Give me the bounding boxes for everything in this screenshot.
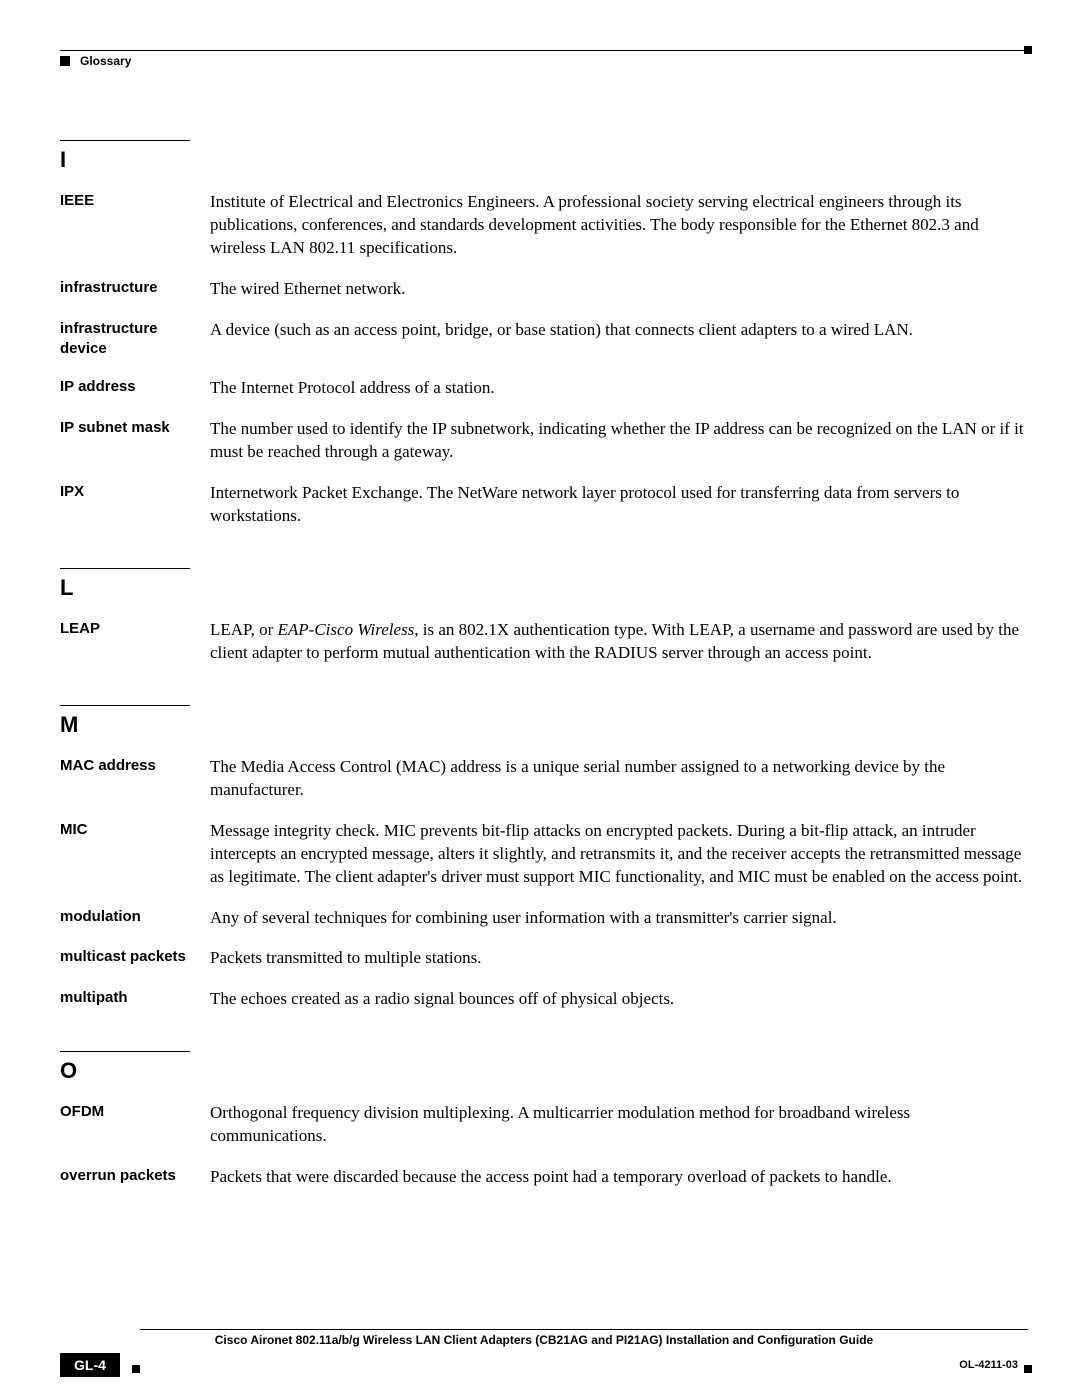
section-letter: I: [60, 147, 1028, 173]
definition: Packets that were discarded because the …: [210, 1166, 1028, 1189]
glossary-entry: OFDM Orthogonal frequency division multi…: [60, 1102, 1028, 1148]
glossary-content: I IEEE Institute of Electrical and Elect…: [60, 140, 1028, 1207]
header-label: Glossary: [80, 54, 131, 68]
section-letter: L: [60, 575, 1028, 601]
footer-bar: GL-4 OL-4211-03: [60, 1353, 1028, 1377]
running-header: Glossary: [60, 54, 131, 68]
glossary-entry: LEAP LEAP, or EAP-Cisco Wireless, is an …: [60, 619, 1028, 665]
term: IEEE: [60, 191, 210, 211]
footer-title: Cisco Aironet 802.11a/b/g Wireless LAN C…: [60, 1330, 1028, 1353]
glossary-entry: multipath The echoes created as a radio …: [60, 988, 1028, 1011]
glossary-entry: IEEE Institute of Electrical and Electro…: [60, 191, 1028, 260]
glossary-entry: infrastructure The wired Ethernet networ…: [60, 278, 1028, 301]
glossary-entry: MIC Message integrity check. MIC prevent…: [60, 820, 1028, 889]
definition: Packets transmitted to multiple stations…: [210, 947, 1028, 970]
definition: Message integrity check. MIC prevents bi…: [210, 820, 1028, 889]
definition: The Internet Protocol address of a stati…: [210, 377, 1028, 400]
section-l: L LEAP LEAP, or EAP-Cisco Wireless, is a…: [60, 568, 1028, 665]
definition: The wired Ethernet network.: [210, 278, 1028, 301]
section-rule: [60, 568, 190, 569]
definition: LEAP, or EAP-Cisco Wireless, is an 802.1…: [210, 619, 1028, 665]
def-text: LEAP, or: [210, 620, 278, 639]
document-id: OL-4211-03: [959, 1359, 1028, 1371]
section-rule: [60, 140, 190, 141]
term: IP subnet mask: [60, 418, 210, 438]
section-i: I IEEE Institute of Electrical and Elect…: [60, 140, 1028, 528]
term: OFDM: [60, 1102, 210, 1122]
glossary-entry: IP subnet mask The number used to identi…: [60, 418, 1028, 464]
section-o: O OFDM Orthogonal frequency division mul…: [60, 1051, 1028, 1189]
glossary-entry: IPX Internetwork Packet Exchange. The Ne…: [60, 482, 1028, 528]
definition: Institute of Electrical and Electronics …: [210, 191, 1028, 260]
term: modulation: [60, 907, 210, 927]
definition: The number used to identify the IP subne…: [210, 418, 1028, 464]
definition: Orthogonal frequency division multiplexi…: [210, 1102, 1028, 1148]
glossary-entry: infrastructure device A device (such as …: [60, 319, 1028, 360]
def-emphasis: EAP-Cisco Wireless: [278, 620, 415, 639]
term: IP address: [60, 377, 210, 397]
page-footer: Cisco Aironet 802.11a/b/g Wireless LAN C…: [60, 1329, 1028, 1377]
header-rule: [60, 50, 1028, 51]
glossary-entry: modulation Any of several techniques for…: [60, 907, 1028, 930]
section-letter: O: [60, 1058, 1028, 1084]
section-rule: [60, 705, 190, 706]
glossary-entry: overrun packets Packets that were discar…: [60, 1166, 1028, 1189]
term: overrun packets: [60, 1166, 210, 1186]
header-square-icon: [60, 56, 70, 66]
term: IPX: [60, 482, 210, 502]
section-m: M MAC address The Media Access Control (…: [60, 705, 1028, 1012]
definition: Any of several techniques for combining …: [210, 907, 1028, 930]
glossary-entry: IP address The Internet Protocol address…: [60, 377, 1028, 400]
term: infrastructure: [60, 278, 210, 298]
page-number-badge: GL-4: [60, 1353, 120, 1377]
term: MIC: [60, 820, 210, 840]
glossary-entry: MAC address The Media Access Control (MA…: [60, 756, 1028, 802]
glossary-entry: multicast packets Packets transmitted to…: [60, 947, 1028, 970]
term: LEAP: [60, 619, 210, 639]
term: infrastructure device: [60, 319, 210, 360]
definition: The Media Access Control (MAC) address i…: [210, 756, 1028, 802]
term: MAC address: [60, 756, 210, 776]
section-letter: M: [60, 712, 1028, 738]
term: multicast packets: [60, 947, 210, 967]
definition: Internetwork Packet Exchange. The NetWar…: [210, 482, 1028, 528]
section-rule: [60, 1051, 190, 1052]
definition: The echoes created as a radio signal bou…: [210, 988, 1028, 1011]
page: Glossary I IEEE Institute of Electrical …: [0, 0, 1080, 1397]
term: multipath: [60, 988, 210, 1008]
definition: A device (such as an access point, bridg…: [210, 319, 1028, 342]
